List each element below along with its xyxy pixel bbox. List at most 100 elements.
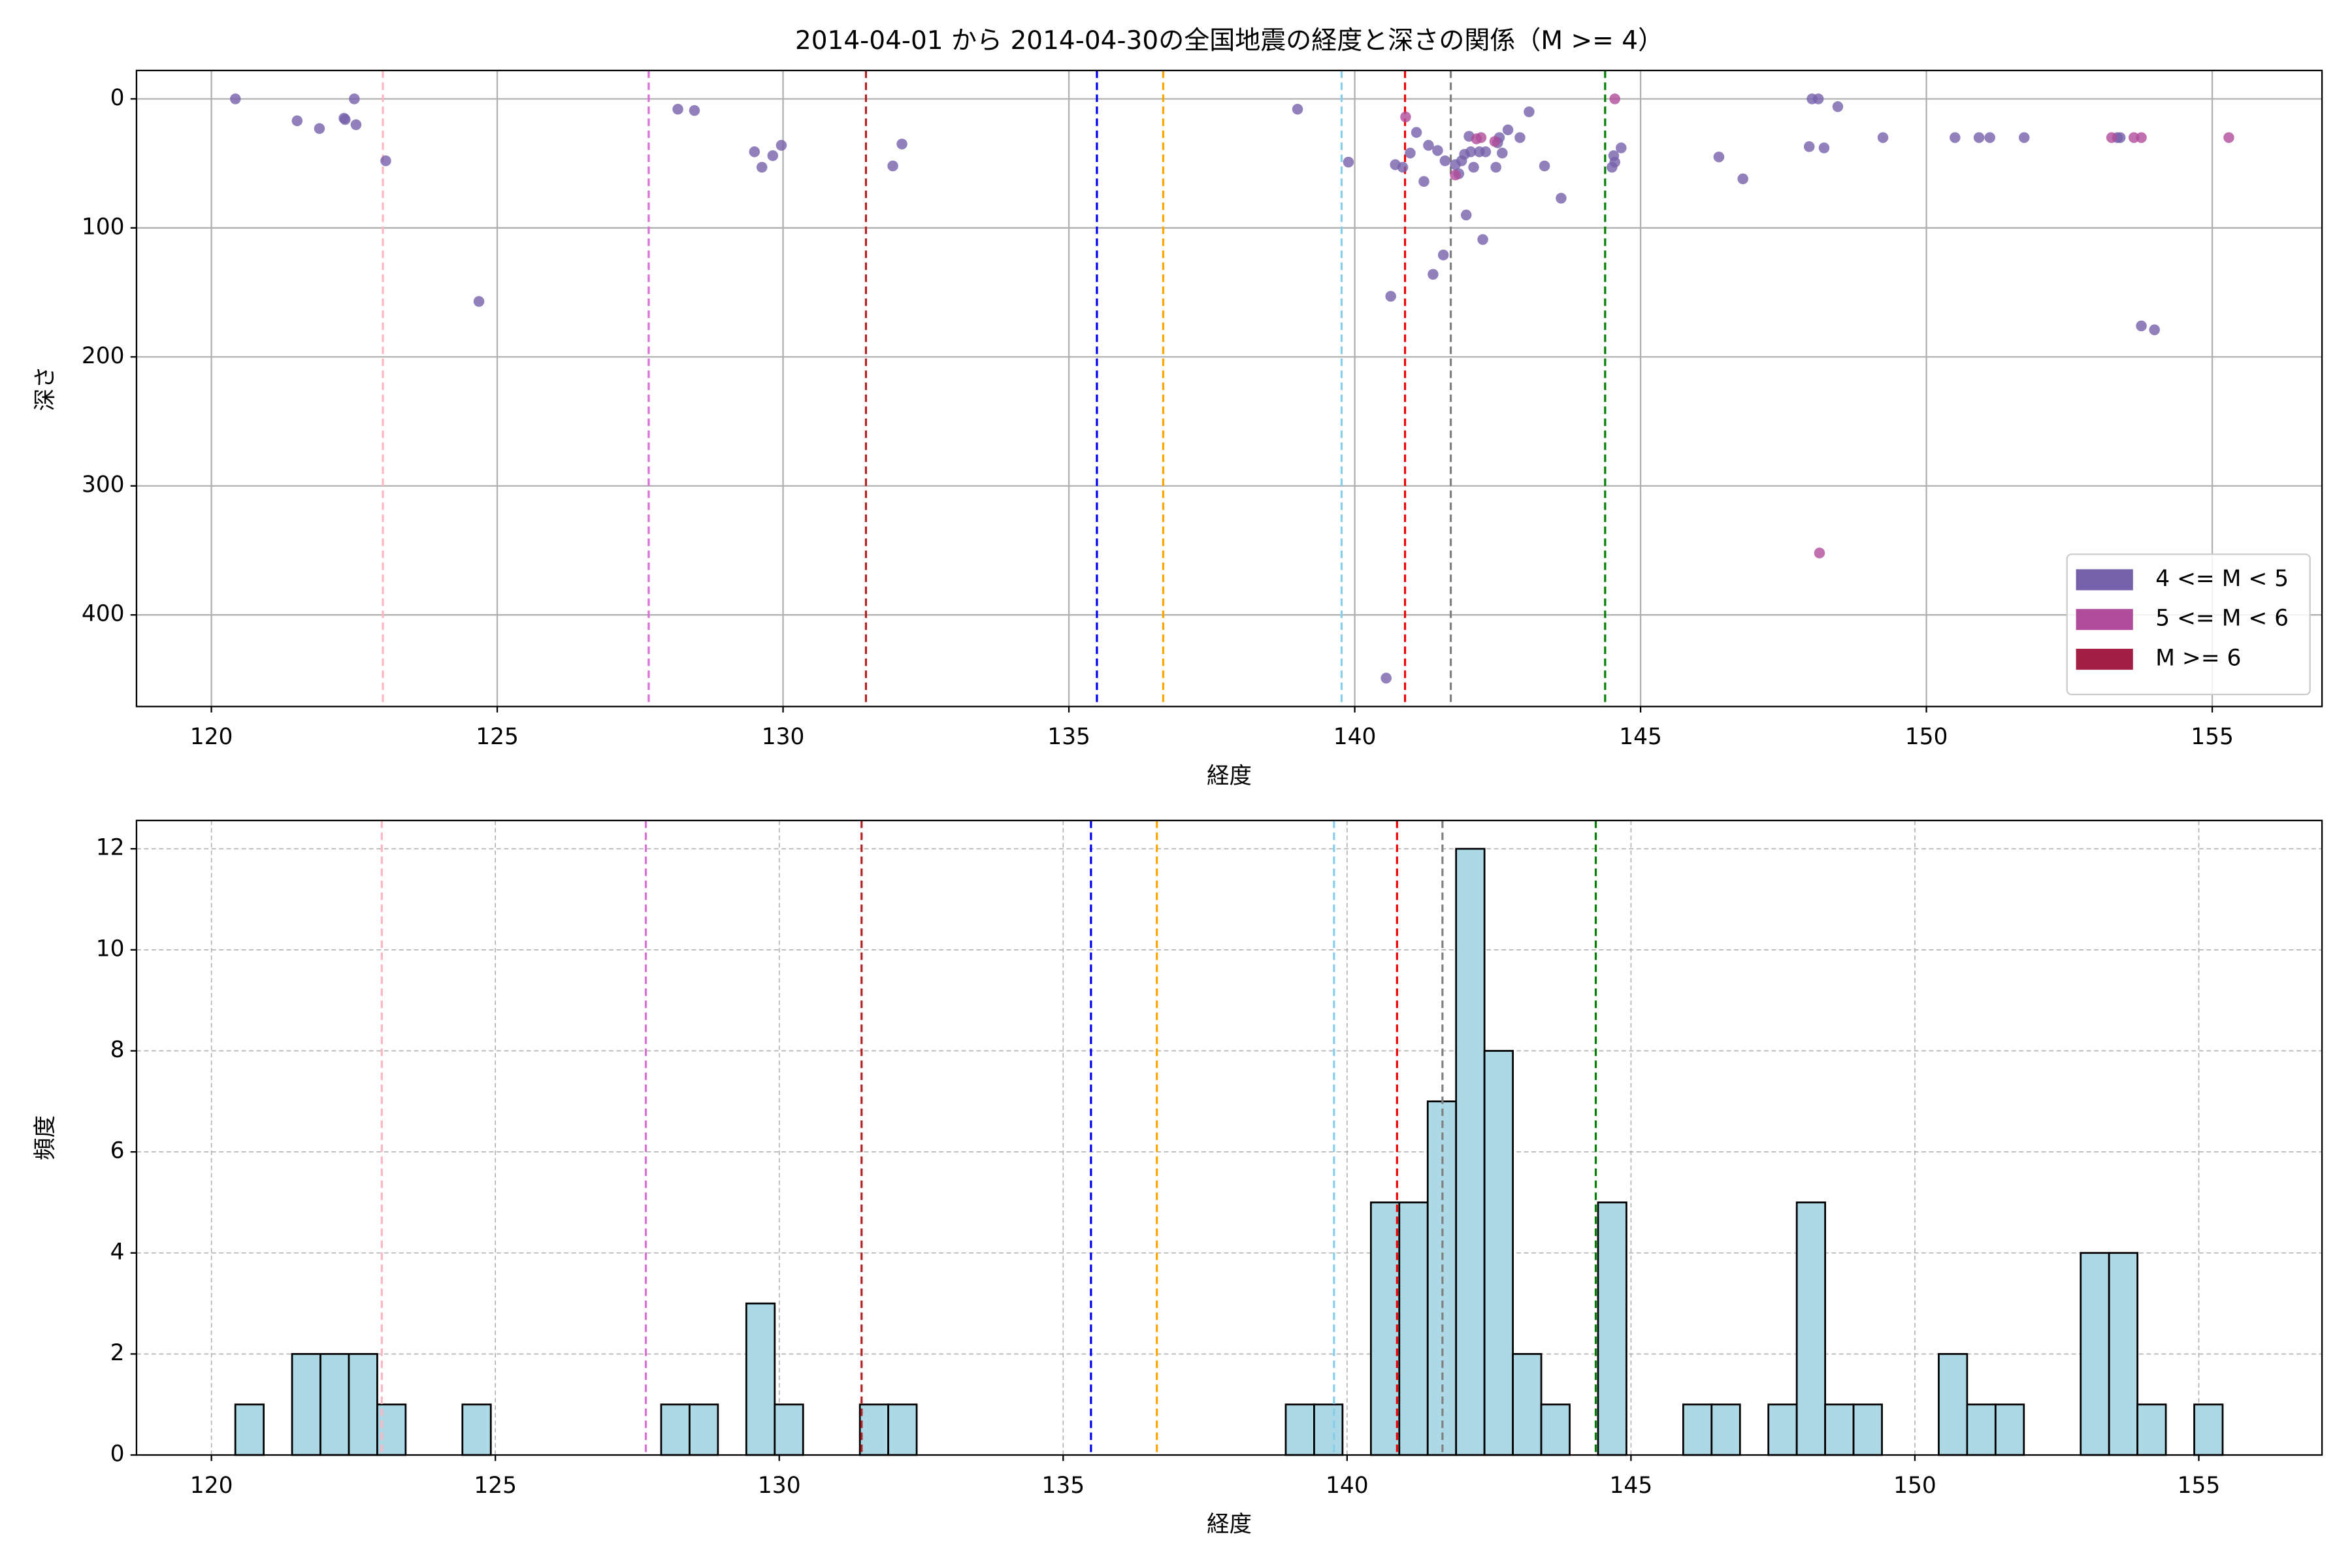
legend-label: 5 <= M < 6 [2155,606,2289,632]
histogram-bar [2080,1252,2110,1456]
x-axis-label: 経度 [1207,1511,1252,1537]
data-point [887,160,898,172]
histogram-bar [1938,1353,1968,1456]
data-point [1713,151,1725,163]
histogram-bar [1795,1201,1826,1456]
histogram-bar [1824,1403,1855,1456]
data-point [767,150,779,161]
data-point [896,139,907,150]
legend-swatch [2076,569,2133,591]
histogram-bar [1994,1403,2025,1456]
histogram-bar [1597,1201,1627,1456]
data-point [776,140,787,151]
axes-frame [135,819,2323,1456]
data-point [1292,103,1303,115]
y-tick-label: 300 [82,472,125,498]
data-point [1432,145,1443,156]
data-point [1423,140,1434,151]
histogram-bar [660,1403,691,1456]
data-point [2149,324,2160,336]
data-point [1609,93,1620,105]
data-point [2136,320,2147,332]
histogram-bar [1398,1201,1429,1456]
data-point [1450,169,1461,181]
x-tick-label: 150 [1905,724,1948,750]
data-point [230,93,241,105]
histogram-bar [1540,1403,1571,1456]
x-tick-label: 135 [1041,1473,1085,1499]
histogram-bar [1313,1403,1344,1456]
legend: 4 <= M < 5 5 <= M < 6 M >= 6 [2066,553,2311,696]
data-point [2106,132,2117,143]
data-point [1477,234,1488,245]
data-point [1460,209,1472,221]
histogram-bar [774,1403,804,1456]
data-point [1475,132,1487,143]
histogram-bar [745,1302,776,1456]
histogram-bar [1682,1403,1713,1456]
data-point [749,146,760,157]
histogram-bar [887,1403,918,1456]
data-point [1397,161,1409,173]
data-point [314,123,325,135]
y-tick-label: 6 [110,1138,125,1164]
y-axis-label: 深さ [33,366,59,411]
histogram-bar [689,1403,719,1456]
data-point [756,161,768,173]
data-point [350,119,362,131]
histogram-bar [1369,1201,1401,1456]
x-tick-label: 155 [2178,1473,2221,1499]
histogram-bar [2108,1252,2139,1456]
histogram-bar [1710,1403,1741,1456]
data-point [1812,93,1824,105]
x-tick-label: 145 [1619,724,1662,750]
histogram-bar [319,1353,350,1456]
data-point [2223,132,2234,143]
histogram-bar [1512,1353,1543,1456]
data-point [1814,547,1825,559]
legend-swatch [2076,609,2133,630]
x-tick-label: 130 [762,724,805,750]
data-point [1343,156,1354,168]
data-point [1468,161,1479,173]
x-tick-label: 120 [190,724,233,750]
chart-title: 2014-04-01 から 2014-04-30の全国地震の経度と深さの関係（M… [795,26,1663,56]
x-tick-label: 135 [1047,724,1090,750]
data-point [1524,106,1535,118]
x-tick-label: 125 [474,1473,517,1499]
data-point [1400,111,1411,123]
y-tick-label: 100 [82,214,125,240]
y-tick-label: 400 [82,601,125,627]
data-point [1411,127,1422,138]
legend-label: 4 <= M < 5 [2155,566,2289,592]
data-point [1490,161,1501,173]
y-tick-label: 12 [96,835,125,861]
histogram-bar [291,1353,321,1456]
data-point [1984,132,1995,143]
x-tick-label: 140 [1333,724,1377,750]
histogram-bar [858,1403,889,1456]
histogram-bar [1284,1403,1315,1456]
data-point [2018,132,2030,143]
y-axis-label: 頻度 [33,1115,59,1160]
data-point [1480,146,1492,157]
data-point [349,93,360,105]
axes-frame [135,69,2323,708]
data-point [689,105,700,116]
data-point [1437,250,1449,261]
data-point [1428,269,1439,280]
x-tick-label: 130 [758,1473,801,1499]
x-tick-label: 150 [1893,1473,1936,1499]
histogram-bar [1483,1050,1514,1456]
data-point [1539,160,1550,172]
y-tick-label: 2 [110,1340,125,1366]
x-tick-label: 125 [476,724,519,750]
data-point [1465,146,1477,157]
histogram-bar [2136,1403,2167,1456]
histogram-bar [1966,1403,1997,1456]
histogram-bar [348,1353,378,1456]
data-point [1818,142,1830,154]
x-tick-label: 140 [1326,1473,1369,1499]
